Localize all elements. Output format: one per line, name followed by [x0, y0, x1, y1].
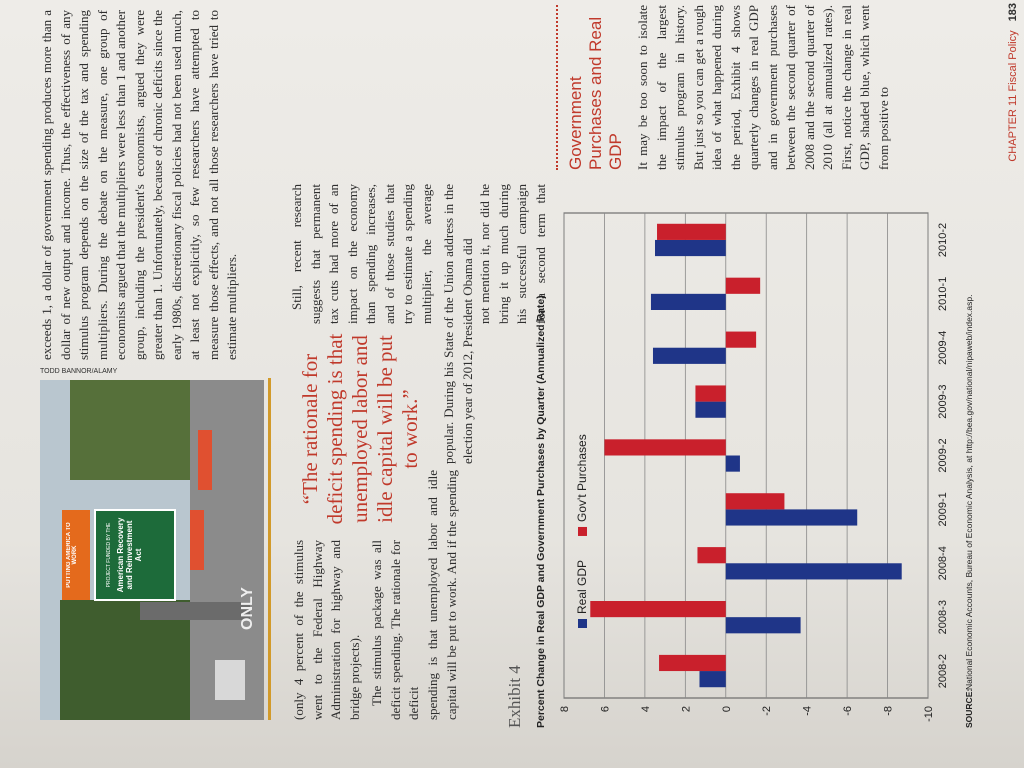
chart-title: Percent Change in Real GDP and Governmen…: [535, 295, 547, 728]
sign-text: PROJECT FUNDED BY THE: [106, 522, 112, 587]
pole: [140, 602, 250, 620]
y-tick-label: -6: [842, 706, 854, 716]
x-tick-label: 2008-4: [937, 546, 949, 580]
trees: [60, 600, 200, 720]
x-tick-label: 2010-2: [937, 223, 949, 257]
bar: [652, 347, 726, 364]
barrier: [190, 510, 204, 570]
paragraph: exceeds 1, a dollar of government spendi…: [39, 10, 239, 360]
sign-top: PUTTING AMERICA TO WORK: [66, 522, 78, 588]
bar: [725, 277, 761, 294]
bar: [725, 455, 740, 472]
paragraph: The stimulus package was all deficit spe…: [369, 540, 421, 720]
divider: [556, 5, 558, 170]
y-tick-label: 0: [721, 706, 733, 712]
bar: [659, 654, 726, 672]
y-tick-label: -2: [761, 706, 773, 716]
bar: [725, 563, 902, 580]
legend-swatch: [578, 526, 587, 536]
pull-quote: “The rationale for deficit spending is t…: [298, 333, 422, 525]
barrier: [198, 430, 212, 490]
bar: [695, 401, 726, 418]
paragraph: popular. During his State of the Union a…: [441, 184, 475, 464]
x-tick-label: 2008-2: [937, 654, 949, 688]
sign-main: American Recovery and Reinvestment Act: [116, 517, 143, 593]
paragraph: (only 4 percent of the stimulus went to …: [291, 540, 362, 720]
photo: PROJECT FUNDED BY THE American Recovery …: [40, 380, 264, 720]
y-tick-label: 2: [680, 706, 692, 712]
photo-credit: TODD BANNOR/ALAMY: [40, 368, 118, 375]
bar: [604, 439, 726, 456]
bar: [725, 493, 785, 510]
legend-swatch: [578, 619, 587, 628]
bar: [590, 600, 726, 618]
paragraph: spending is that unemployed labor and id…: [425, 470, 464, 720]
exhibit-label: Exhibit 4: [505, 665, 524, 728]
sign-orange: [62, 510, 90, 600]
x-tick-label: 2009-3: [937, 384, 949, 418]
bar: [725, 509, 858, 526]
footer-page: 183: [1007, 3, 1019, 22]
y-tick-label: -4: [802, 706, 814, 716]
bar: [697, 547, 726, 564]
bar: [655, 239, 726, 257]
bar: [657, 223, 726, 240]
sign-top-text: PUTTING AMERICA TO WORK: [66, 522, 78, 588]
y-tick-label: -10: [923, 706, 935, 722]
footer-title: Fiscal Policy: [1007, 30, 1019, 92]
source-label: SOURCE:: [964, 689, 974, 728]
footer: CHAPTER 11 Fiscal Policy 183: [1004, 3, 1022, 208]
x-tick-label: 2008-3: [937, 600, 949, 634]
legend-label: Real GDP: [575, 560, 589, 614]
section-heading: Government Purchases and Real GDP: [566, 16, 625, 170]
trees: [70, 380, 190, 480]
legend-label: Gov't Purchases: [575, 434, 589, 522]
x-tick-label: 2010-1: [937, 277, 949, 311]
x-tick-label: 2009-4: [937, 331, 949, 365]
rule: [268, 378, 271, 720]
bar: [650, 293, 726, 310]
car: [215, 660, 245, 700]
bar: [699, 671, 726, 688]
sign: [94, 509, 176, 601]
source: National Economic Accounts, Bureau of Ec…: [964, 295, 974, 691]
y-tick-label: 6: [599, 706, 611, 712]
bar: [695, 385, 726, 402]
y-tick-label: 8: [559, 706, 571, 712]
bar: [725, 331, 757, 348]
paragraph: Still, recent research suggests that per…: [289, 184, 438, 324]
y-tick-label: 4: [640, 706, 652, 712]
footer-chapter: CHAPTER 11: [1007, 94, 1019, 162]
y-tick-label: -8: [883, 706, 895, 716]
bar: [725, 617, 801, 634]
x-tick-label: 2009-2: [937, 438, 949, 472]
sign-main-text: American Recovery and Reinvestment Act: [116, 517, 143, 593]
road-text: ONLY: [239, 587, 256, 630]
paragraph: It may be too soon to isolate the impact…: [635, 5, 891, 170]
x-tick-label: 2009-1: [937, 492, 949, 526]
chart: Exhibit 4 Percent Change in Real GDP and…: [505, 212, 974, 728]
